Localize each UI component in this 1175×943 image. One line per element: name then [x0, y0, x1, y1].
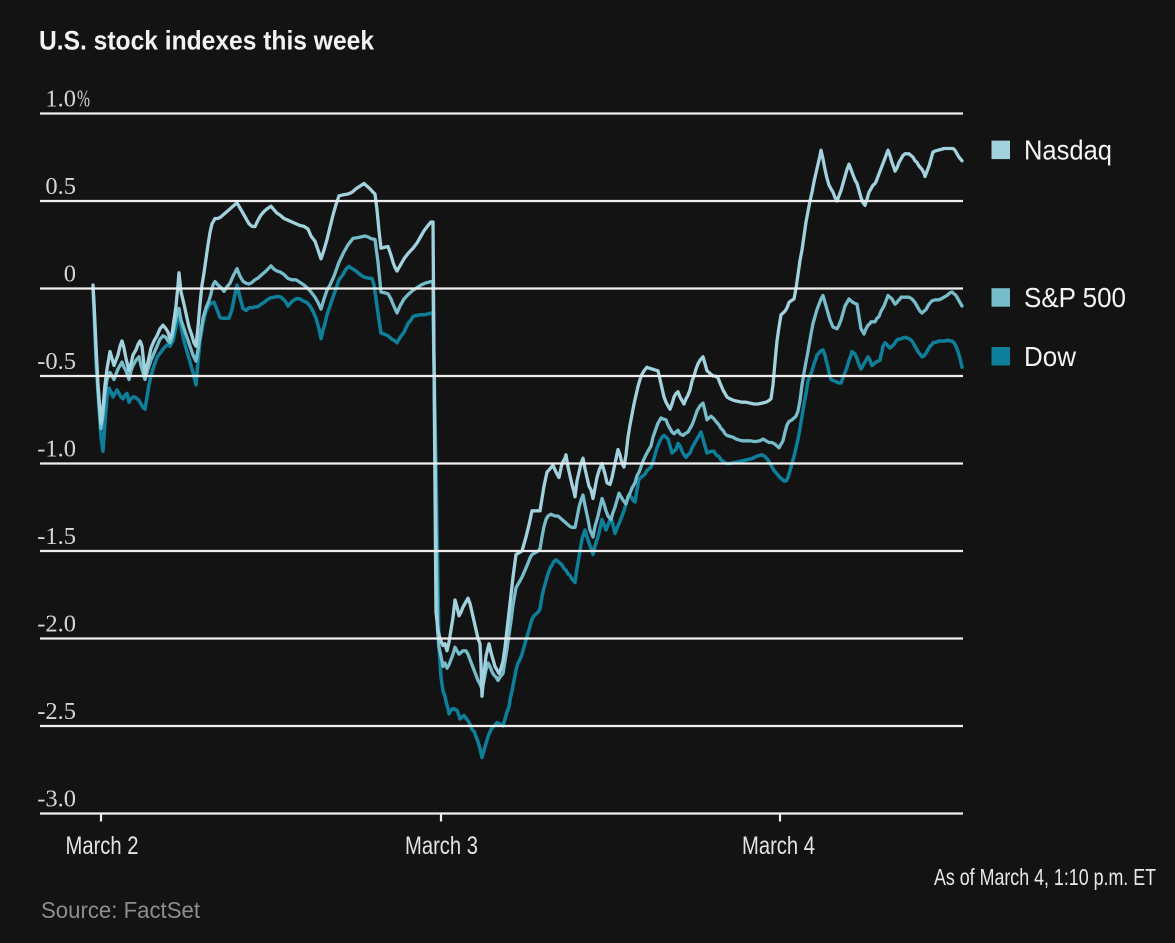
svg-text:Dow: Dow: [1024, 341, 1077, 372]
svg-text:-1.5: -1.5: [37, 523, 76, 550]
svg-text:0.5: 0.5: [45, 173, 76, 200]
svg-text:March 2: March 2: [66, 832, 139, 860]
svg-text:-2.0: -2.0: [37, 611, 76, 638]
svg-text:Source: FactSet: Source: FactSet: [41, 897, 201, 923]
svg-text:U.S. stock indexes this week: U.S. stock indexes this week: [39, 26, 375, 56]
svg-text:S&P 500: S&P 500: [1024, 282, 1126, 313]
svg-text:0: 0: [64, 261, 76, 288]
svg-text:March 4: March 4: [742, 832, 815, 860]
svg-text:-1.0: -1.0: [37, 436, 76, 463]
svg-text:Nasdaq: Nasdaq: [1024, 135, 1112, 166]
svg-text:March 3: March 3: [405, 832, 478, 860]
svg-text:-3.0: -3.0: [37, 786, 76, 813]
svg-text:1.0: 1.0: [45, 86, 76, 113]
svg-text:As of March 4, 1:10 p.m. ET: As of March 4, 1:10 p.m. ET: [934, 864, 1156, 890]
svg-text:%: %: [77, 87, 90, 113]
svg-text:-2.5: -2.5: [37, 698, 76, 725]
svg-text:-0.5: -0.5: [37, 348, 76, 375]
